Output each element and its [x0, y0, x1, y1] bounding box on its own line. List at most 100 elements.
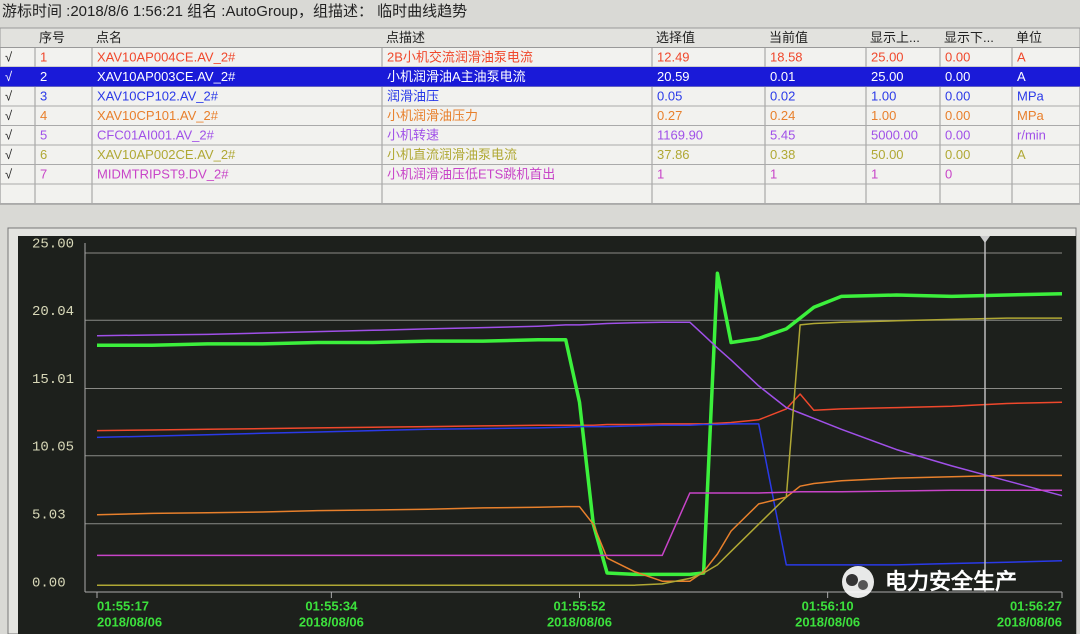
table-cell: 小机转速: [387, 128, 439, 143]
table-cell: 20.59: [657, 69, 690, 84]
table-cell: A: [1017, 69, 1026, 84]
selected-row: [0, 67, 1080, 87]
table-cell: XAV10AP002CE.AV_2#: [97, 147, 236, 162]
row-check: √: [5, 147, 13, 162]
table-cell: 0.00: [945, 50, 970, 65]
table-cell: 1.00: [871, 89, 896, 104]
y-tick-label: 10.05: [32, 439, 74, 455]
column-header: 序号: [39, 30, 65, 45]
table-cell: 2: [40, 69, 47, 84]
column-header: 显示下...: [944, 30, 994, 45]
table-cell: 小机润滑油压力: [387, 108, 478, 123]
series-line: [96, 474, 1062, 582]
table-cell: 18.58: [770, 50, 803, 65]
table-cell: 0.00: [945, 69, 970, 84]
table-cell: 1169.90: [657, 128, 703, 143]
table-cell: 1: [871, 167, 878, 182]
table-cell: r/min: [1017, 128, 1046, 143]
table-cell: 4: [40, 108, 47, 123]
column-header: 显示上...: [870, 30, 920, 45]
column-header: 点名: [96, 30, 122, 45]
table-cell: 0: [945, 167, 952, 182]
series-line: [96, 423, 1063, 566]
table-cell: 0.02: [770, 89, 795, 104]
row-check: √: [5, 69, 13, 84]
x-tick-date: 2018/08/06: [795, 614, 860, 629]
table-cell: 5.45: [770, 128, 795, 143]
table-cell: 1: [770, 167, 777, 182]
table-cell: 小机润滑油压低ETS跳机首出: [387, 167, 555, 182]
table-cell: XAV10AP004CE.AV_2#: [97, 50, 236, 65]
table-cell: 5: [40, 128, 47, 143]
x-tick-label: 01:55:52: [553, 598, 605, 613]
table-cell: CFC01AI001.AV_2#: [97, 128, 215, 143]
table-cell: 7: [40, 167, 47, 182]
table-cell: 0.00: [945, 108, 970, 123]
table-cell: 0.01: [770, 69, 795, 84]
y-tick-label: 0.00: [32, 576, 66, 592]
watermark-icon-bubble: [858, 580, 868, 590]
series-line: [97, 271, 1063, 577]
table-cell: MPa: [1017, 108, 1045, 123]
column-header: 单位: [1016, 30, 1042, 45]
table-cell: A: [1017, 50, 1026, 65]
y-tick-label: 15.01: [32, 372, 74, 388]
table-cell: 12.49: [657, 50, 690, 65]
table-cell: 5000.00: [871, 128, 918, 143]
table-cell: XAV10CP102.AV_2#: [97, 89, 219, 104]
table-cell: 0.05: [657, 89, 682, 104]
table-cell: 25.00: [871, 50, 904, 65]
x-tick-date: 2018/08/06: [997, 614, 1062, 629]
column-header: 点描述: [386, 30, 425, 45]
watermark-icon: [842, 566, 874, 598]
column-header: 选择值: [656, 30, 695, 45]
row-check: √: [5, 50, 13, 65]
header-row: [0, 27, 1080, 48]
header-title: 游标时间 :2018/8/6 1:56:21 组名 :AutoGroup，组描述…: [2, 3, 467, 20]
table-cell: 0.00: [945, 89, 970, 104]
x-tick-label: 01:56:10: [802, 598, 854, 613]
x-tick-date: 2018/08/06: [97, 614, 162, 629]
x-tick-label: 01:56:27: [1010, 598, 1062, 613]
y-tick-label: 25.00: [32, 237, 74, 253]
table-cell: 0.00: [945, 128, 970, 143]
table: 序号 点名 点描述 选择值 当前值 显示上... 显示下... 单位 √ 1 XAV10AP004C…: [0, 27, 1080, 205]
table-cell: 6: [40, 147, 47, 162]
table-cell: 0.00: [945, 147, 970, 162]
table-cell: 0.24: [770, 108, 795, 123]
series-line: [96, 393, 1063, 432]
x-tick-date: 2018/08/06: [299, 614, 364, 629]
cursor-handle: [980, 236, 990, 243]
x-tick-label: 01:55:17: [97, 598, 149, 613]
series-line: [97, 489, 1062, 557]
table-cell: 润滑油压: [387, 89, 439, 104]
table-frame: [0, 27, 1080, 205]
table-cell: 0.38: [770, 147, 795, 162]
chart: 0.005.0310.0515.0120.0425.0001:55:172018…: [32, 237, 1063, 629]
row-check: √: [5, 89, 13, 104]
table-cell: MIDMTRIPST9.DV_2#: [97, 167, 229, 182]
table-cell: MPa: [1017, 89, 1045, 104]
table-cell: 50.00: [871, 147, 904, 162]
table-cell: XAV10AP003CE.AV_2#: [97, 69, 236, 84]
watermark-text: 电力安全生产: [885, 569, 1017, 594]
y-tick-label: 5.03: [32, 507, 66, 523]
row-check: √: [5, 167, 13, 182]
table-cell: 小机润滑油A主油泵电流: [387, 69, 526, 84]
table-cell: 25.00: [871, 69, 904, 84]
watermark: 电力安全生产: [842, 566, 1017, 598]
watermark-icon-bubble: [846, 574, 858, 586]
series-line: [96, 321, 1063, 497]
table-cell: 3: [40, 89, 47, 104]
table-cell: A: [1017, 147, 1026, 162]
table-cell: 37.86: [657, 147, 690, 162]
row-check: √: [5, 128, 13, 143]
row-check: √: [5, 108, 13, 123]
table-cell: XAV10CP101.AV_2#: [97, 108, 219, 123]
table-cell: 1.00: [871, 108, 896, 123]
x-tick-date: 2018/08/06: [547, 614, 612, 629]
column-header: 当前值: [769, 30, 808, 45]
table-cell: 小机直流润滑油泵电流: [387, 147, 517, 162]
